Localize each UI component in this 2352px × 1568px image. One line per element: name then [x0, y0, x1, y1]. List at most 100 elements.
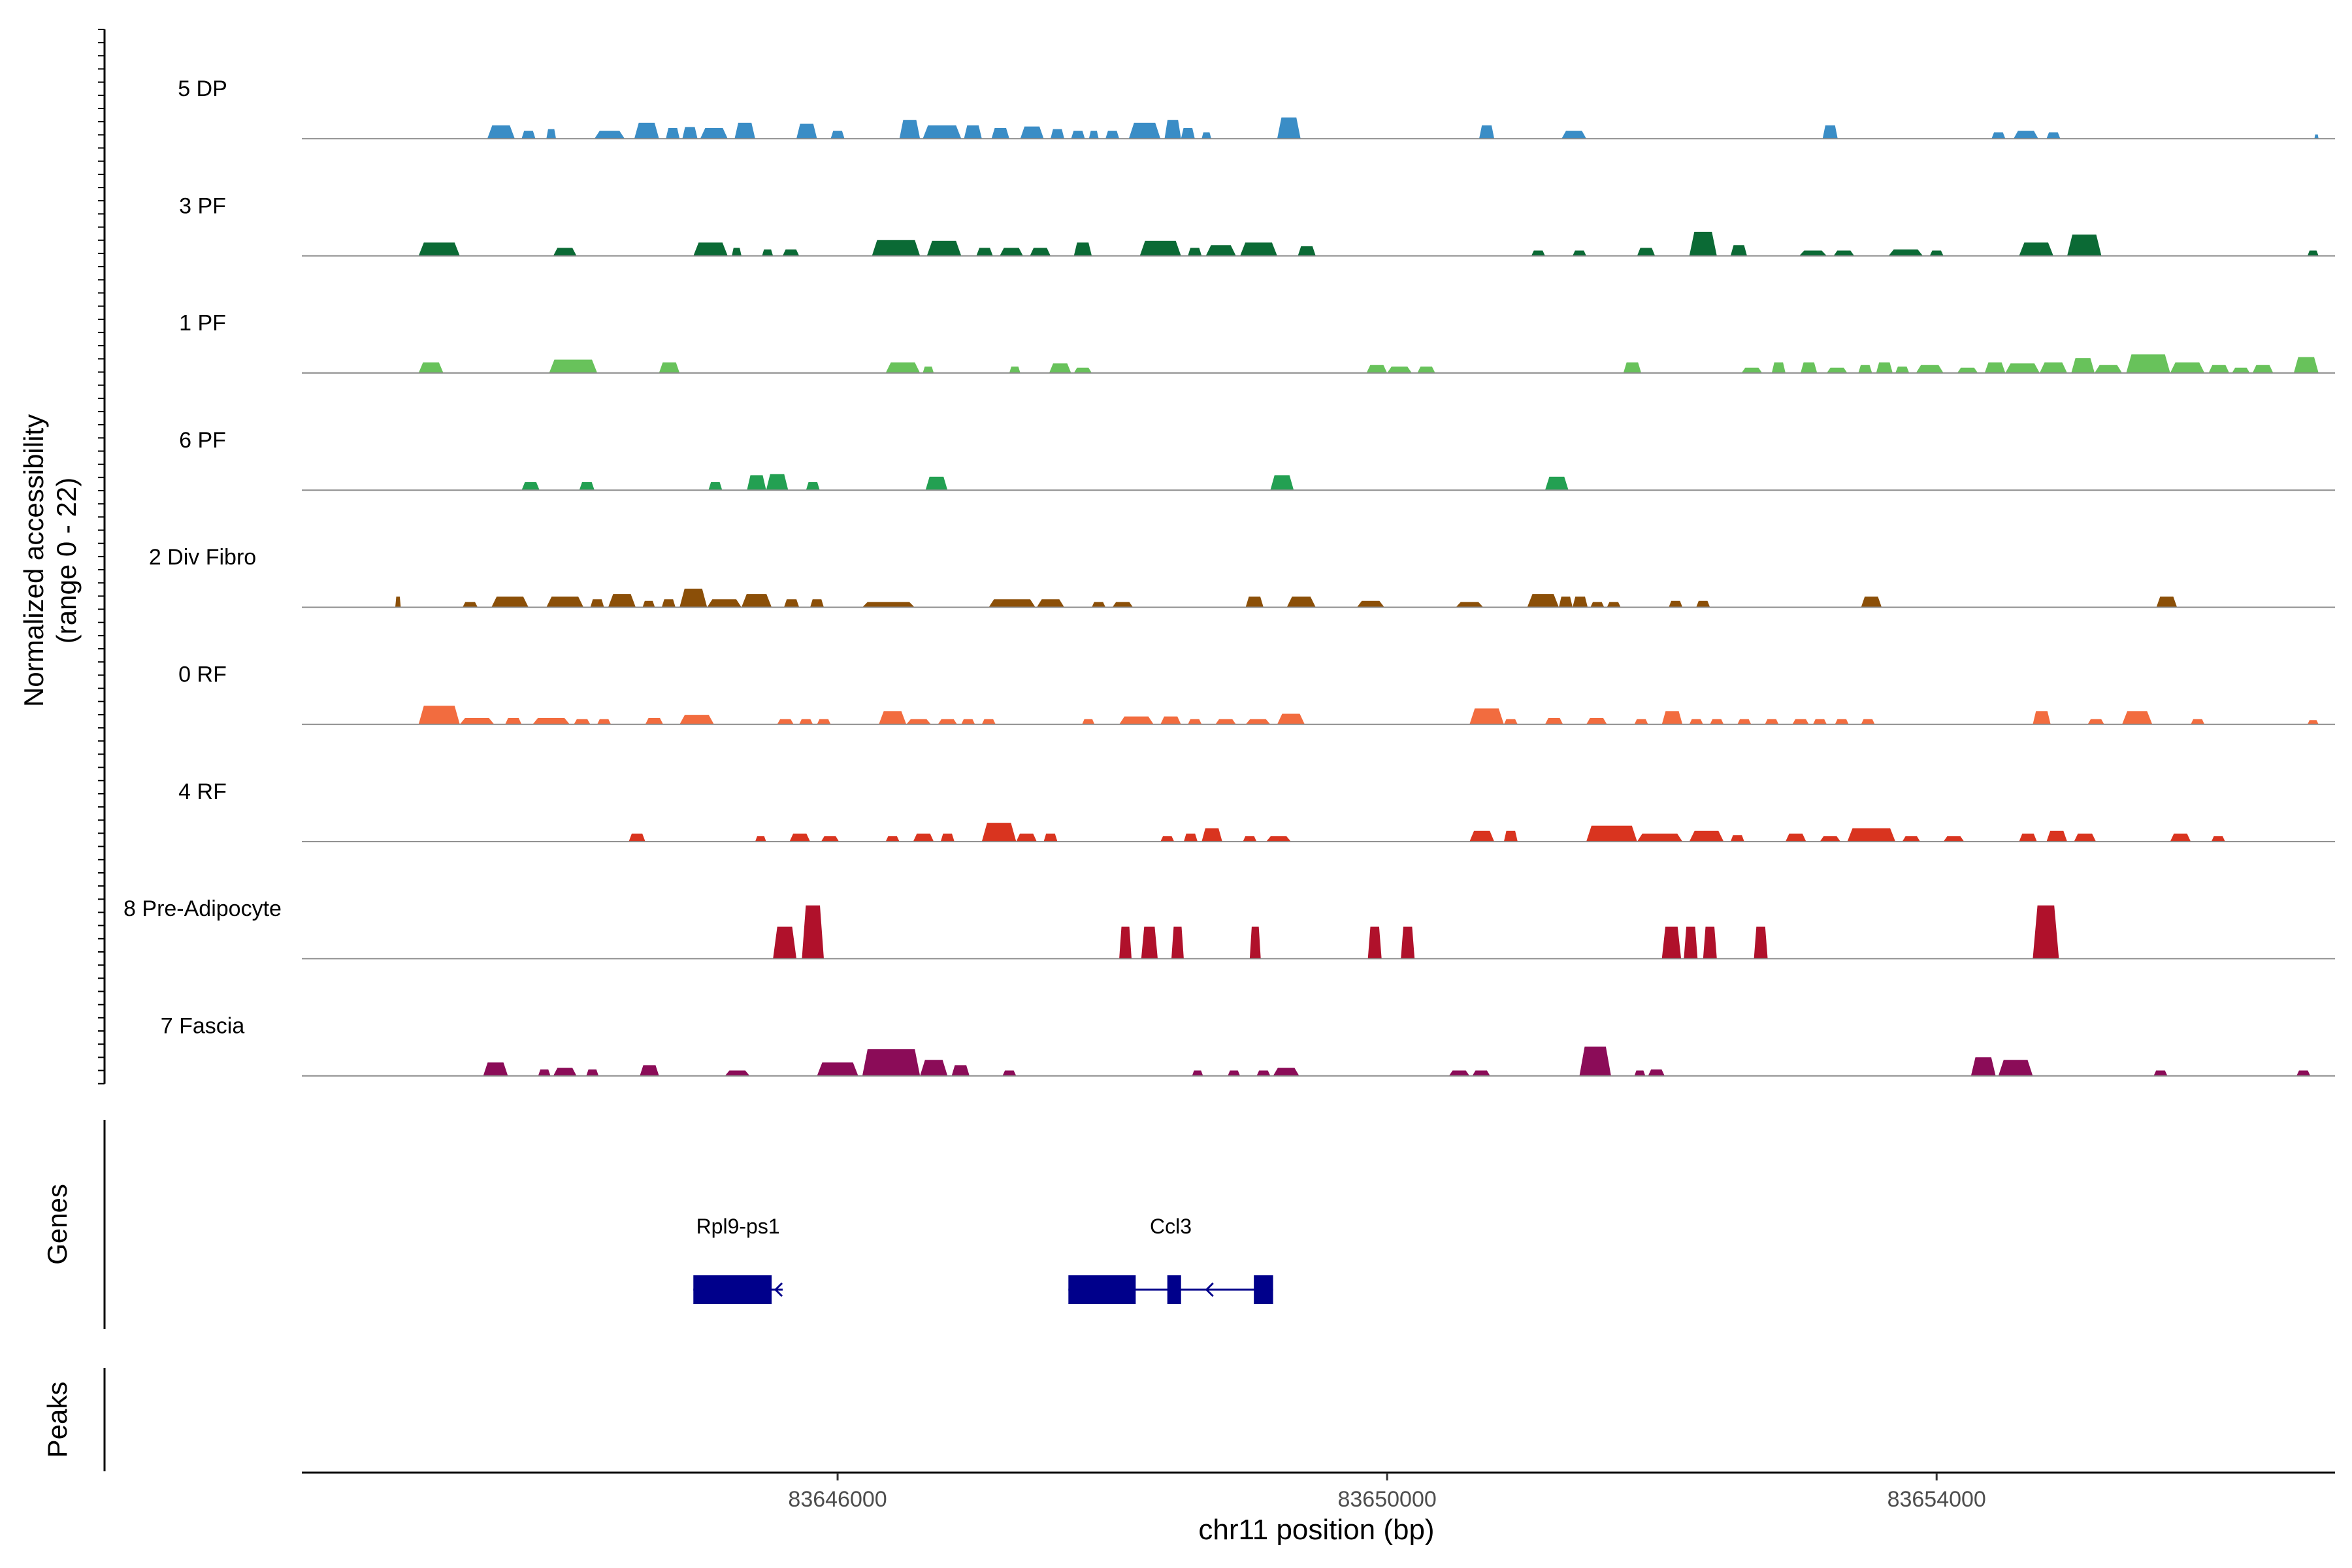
- gene-ccl3: Ccl3: [1068, 1215, 1273, 1304]
- coverage-block: [1634, 719, 1648, 725]
- coverage-block: [1637, 248, 1656, 256]
- coverage-block: [553, 248, 577, 256]
- coverage-block: [1503, 719, 1518, 725]
- peaks-label: Peaks: [42, 1382, 73, 1458]
- coverage-block: [1754, 926, 1768, 959]
- gene-exon: [1167, 1275, 1181, 1304]
- track-4-rf: [302, 823, 2335, 843]
- coverage-block: [741, 594, 772, 608]
- y-axis-label-line2: (range 0 - 22): [51, 478, 82, 644]
- coverage-block: [1270, 475, 1294, 491]
- coverage-block: [1765, 719, 1779, 725]
- coverage-block: [1586, 718, 1607, 725]
- track-5-dp: [302, 117, 2335, 140]
- coverage-block: [817, 1062, 858, 1076]
- coverage-block: [734, 122, 755, 139]
- gene-exon: [693, 1275, 772, 1304]
- coverage-block: [1696, 600, 1710, 608]
- coverage-block: [597, 719, 612, 725]
- gene-rpl9-ps1: Rpl9-ps1: [693, 1215, 783, 1304]
- coverage-block: [2074, 833, 2097, 842]
- coverage-block: [590, 599, 604, 608]
- coverage-block: [926, 240, 962, 256]
- track-label: 1 PF: [179, 311, 226, 336]
- coverage-block: [418, 242, 460, 256]
- coverage-block: [747, 475, 766, 491]
- coverage-block: [1188, 719, 1202, 725]
- coverage-block: [1366, 365, 1388, 373]
- coverage-block: [1637, 833, 1683, 842]
- coverage-block: [1827, 367, 1848, 373]
- coverage-block: [1792, 719, 1809, 725]
- x-axis-label: chr11 position (bp): [1198, 1514, 1434, 1546]
- coverage-block: [682, 127, 698, 139]
- coverage-block: [1071, 131, 1085, 139]
- coverage-block: [1689, 231, 1717, 256]
- coverage-block: [1531, 250, 1545, 256]
- coverage-block: [1820, 836, 1840, 842]
- coverage-block: [1991, 132, 2006, 139]
- coverage-block: [2005, 363, 2040, 373]
- coverage-block: [1813, 719, 1827, 725]
- coverage-block: [1876, 362, 1893, 373]
- coverage-block: [2019, 242, 2053, 256]
- y-axis: [98, 29, 106, 1085]
- coverage-block: [679, 715, 714, 725]
- track-label: 2 Div Fibro: [149, 545, 256, 570]
- coverage-block: [1192, 1070, 1203, 1076]
- coverage-block: [1661, 926, 1682, 959]
- coverage-block: [2153, 1070, 2168, 1076]
- coverage-block: [1082, 719, 1095, 725]
- y-axis-label-line1: Normalized accessibility: [18, 414, 49, 707]
- coverage-block: [1266, 836, 1291, 842]
- coverage-block: [459, 718, 495, 725]
- coverage-block: [491, 596, 529, 608]
- coverage-block: [2211, 836, 2225, 842]
- coverage-block: [1902, 836, 1920, 842]
- coverage-block: [418, 362, 444, 373]
- coverage-block: [1417, 367, 1435, 373]
- coverage-block: [981, 719, 996, 725]
- coverage-block: [938, 719, 957, 725]
- coverage-block: [2232, 367, 2250, 373]
- coverage-block: [1141, 926, 1158, 959]
- coverage-block: [645, 718, 663, 725]
- coverage-block: [1943, 836, 1965, 842]
- coverage-block: [1703, 926, 1717, 959]
- coverage-block: [1205, 245, 1236, 256]
- genes-label: Genes: [42, 1184, 73, 1265]
- coverage-block: [1771, 362, 1786, 373]
- coverage-block: [2191, 719, 2205, 725]
- coverage-block: [1215, 719, 1236, 725]
- coverage-block: [1043, 833, 1058, 842]
- coverage-block: [1527, 594, 1559, 608]
- coverage-block: [806, 482, 820, 491]
- coverage-block: [1689, 830, 1724, 842]
- coverage-block: [1822, 125, 1838, 139]
- coverage-block: [608, 594, 636, 608]
- coverage-block: [707, 599, 742, 608]
- coverage-block: [2067, 235, 2102, 256]
- coverage-block: [2126, 354, 2170, 373]
- coverage-block: [762, 249, 774, 256]
- coverage-block: [1730, 245, 1747, 256]
- track-label: 8 Pre-Adipocyte: [123, 896, 282, 921]
- coverage-block: [988, 599, 1036, 608]
- coverage-block: [1847, 828, 1896, 842]
- coverage-block: [1590, 602, 1605, 608]
- coverage-block: [789, 833, 810, 842]
- coverage-block: [777, 719, 794, 725]
- coverage-block: [1245, 596, 1264, 608]
- coverage-block: [784, 599, 800, 608]
- coverage-block: [1669, 600, 1683, 608]
- coverage-block: [773, 926, 796, 959]
- coverage-block: [964, 125, 982, 139]
- coverage-block: [1181, 128, 1195, 139]
- coverage-block: [1835, 719, 1849, 725]
- coverage-block: [755, 836, 766, 842]
- coverage-block: [659, 362, 680, 373]
- coverage-block: [2314, 134, 2319, 139]
- coverage-block: [1049, 363, 1071, 373]
- coverage-block: [1356, 600, 1384, 608]
- coverage-block: [1559, 596, 1573, 608]
